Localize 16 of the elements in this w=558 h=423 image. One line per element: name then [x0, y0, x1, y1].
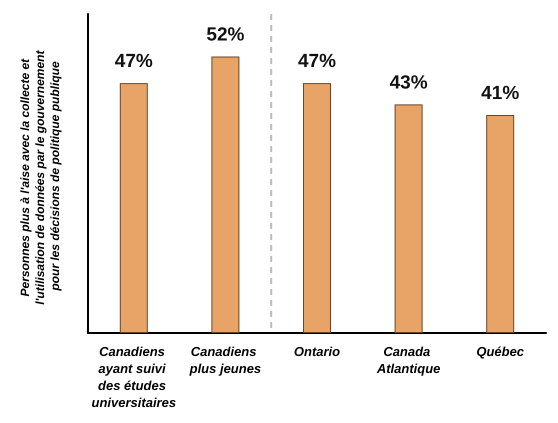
data-label: 41%	[481, 83, 520, 104]
x-tick-label: Québec	[476, 344, 525, 359]
data-label: 47%	[298, 51, 336, 72]
bar	[303, 83, 331, 333]
bar	[394, 104, 423, 333]
x-tick-label: Canadiens plus jeunes	[188, 344, 262, 376]
x-tick-label: Ontario	[294, 344, 340, 359]
data-label: 43%	[390, 72, 428, 94]
bar	[120, 83, 148, 333]
x-tick-label: Canada Atlantique	[376, 344, 440, 376]
y-axis-title: Personnes plus à l'aise avec la collecte et l'utilisation de données par le gouvernement pour les décisions de politique publique	[18, 47, 62, 305]
data-label: 47%	[114, 51, 153, 72]
bar	[486, 115, 514, 333]
bar	[211, 56, 240, 333]
x-tick-label: Canadiens ayant suivi des études universitaires	[92, 344, 176, 410]
data-label: 52%	[206, 24, 245, 46]
